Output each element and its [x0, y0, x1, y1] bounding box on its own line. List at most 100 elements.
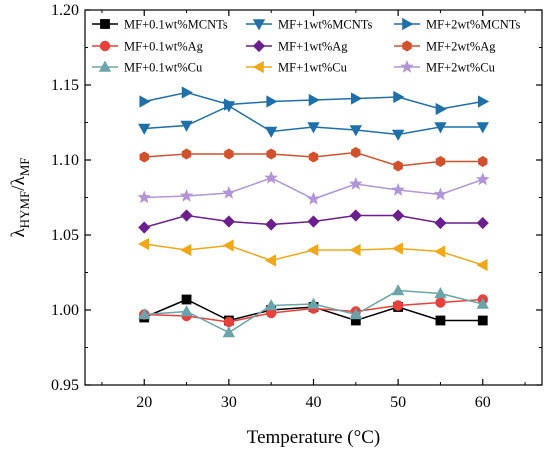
series-8	[137, 170, 490, 205]
data-point	[264, 170, 278, 184]
data-point	[181, 294, 192, 305]
legend-item: MF+2wt%Ag	[394, 40, 496, 54]
data-point	[434, 245, 446, 258]
data-point	[223, 316, 235, 328]
series-2	[139, 86, 490, 116]
chart-axis-labels: Temperature (°C) λHYMF/λMF	[8, 157, 380, 448]
data-point	[477, 95, 490, 108]
data-point	[180, 120, 193, 132]
legend-marker	[400, 59, 414, 73]
data-point	[266, 148, 276, 160]
data-point	[222, 239, 234, 252]
data-point	[138, 308, 151, 320]
data-point	[434, 287, 447, 299]
legend-label: MF+2wt%MCNTs	[426, 18, 521, 32]
legend-item: MF+0.1wt%MCNTs	[92, 18, 228, 32]
legend-marker	[402, 17, 414, 31]
chart-frame: 20 30 40 50 60 0.95 1.00 1.05 1.10 1.15 1.20	[51, 2, 543, 411]
data-point	[307, 297, 320, 309]
data-point	[138, 221, 151, 234]
y-axis-title-part: /λ	[8, 175, 29, 190]
legend-marker	[100, 19, 110, 29]
data-point	[349, 176, 363, 190]
data-point	[137, 190, 151, 204]
data-point	[222, 215, 235, 228]
series-6	[138, 284, 489, 338]
data-point	[435, 102, 447, 116]
data-point	[349, 243, 361, 257]
data-point	[265, 218, 278, 231]
data-point	[477, 315, 488, 326]
data-point	[179, 188, 194, 202]
y-tick-label: 1.10	[51, 152, 79, 169]
series-1	[138, 101, 489, 141]
chart-series-layer	[137, 86, 490, 338]
data-point	[349, 308, 362, 320]
data-point	[266, 95, 278, 108]
data-point	[392, 209, 405, 222]
data-point	[180, 305, 193, 317]
data-point	[435, 315, 446, 326]
legend-label: MF+0.1wt%MCNTs	[124, 18, 228, 32]
data-point	[137, 237, 150, 251]
data-point	[351, 92, 363, 105]
data-point	[391, 242, 403, 255]
legend-label: MF+0.1wt%Ag	[124, 40, 204, 54]
data-point	[181, 148, 192, 160]
data-point	[138, 123, 151, 135]
data-point	[224, 98, 236, 111]
data-point	[308, 93, 320, 107]
legend-item: MF+0.1wt%Ag	[92, 40, 204, 54]
data-point	[306, 191, 321, 205]
legend-label: MF+1wt%Ag	[278, 40, 348, 54]
legend-item: MF+1wt%MCNTs	[246, 18, 373, 32]
data-point	[181, 86, 193, 99]
x-tick-label: 60	[475, 394, 491, 411]
legend-item: MF+0.1wt%Cu	[92, 61, 203, 75]
legend-label: MF+1wt%Cu	[278, 61, 348, 75]
data-point	[391, 129, 405, 141]
data-point	[224, 148, 234, 160]
data-point	[308, 151, 319, 163]
data-point	[349, 125, 362, 137]
data-point	[435, 297, 446, 308]
x-tick-label: 30	[221, 394, 237, 411]
data-point	[351, 147, 361, 158]
data-point	[222, 326, 236, 338]
x-tick-label: 40	[306, 394, 322, 411]
legend-marker	[252, 39, 266, 53]
data-point	[222, 185, 236, 199]
legend-item: MF+1wt%Cu	[246, 61, 348, 75]
data-point	[307, 122, 320, 134]
data-point	[392, 300, 404, 311]
data-point	[476, 216, 489, 230]
y-axis-title-subscript: MF	[17, 157, 32, 176]
data-point	[264, 254, 276, 267]
legend-item: MF+2wt%MCNTs	[394, 18, 521, 32]
data-point	[478, 156, 488, 167]
y-tick-label: 1.15	[51, 77, 79, 94]
legend-label: MF+2wt%Cu	[426, 61, 496, 75]
series-7	[137, 237, 488, 272]
y-axis-title: λHYMF/λMF	[8, 157, 32, 237]
legend-marker	[402, 40, 412, 52]
data-point	[265, 299, 278, 311]
y-axis-title-subscript: HYMF	[17, 191, 32, 229]
legend-marker	[99, 40, 111, 52]
data-point	[393, 160, 403, 172]
data-point	[393, 90, 405, 104]
data-point	[307, 215, 320, 228]
data-point	[433, 187, 448, 201]
data-point	[476, 297, 489, 309]
legend-marker	[252, 19, 266, 31]
x-tick-label: 20	[136, 394, 152, 411]
x-axis-title: Temperature (°C)	[247, 427, 380, 448]
legend-marker	[98, 60, 112, 72]
y-tick-label: 0.95	[51, 377, 79, 394]
data-point	[476, 258, 488, 272]
y-tick-label: 1.05	[51, 227, 79, 244]
legend-item: MF+2wt%Cu	[394, 59, 496, 75]
data-point	[391, 284, 405, 296]
data-point	[139, 95, 151, 108]
